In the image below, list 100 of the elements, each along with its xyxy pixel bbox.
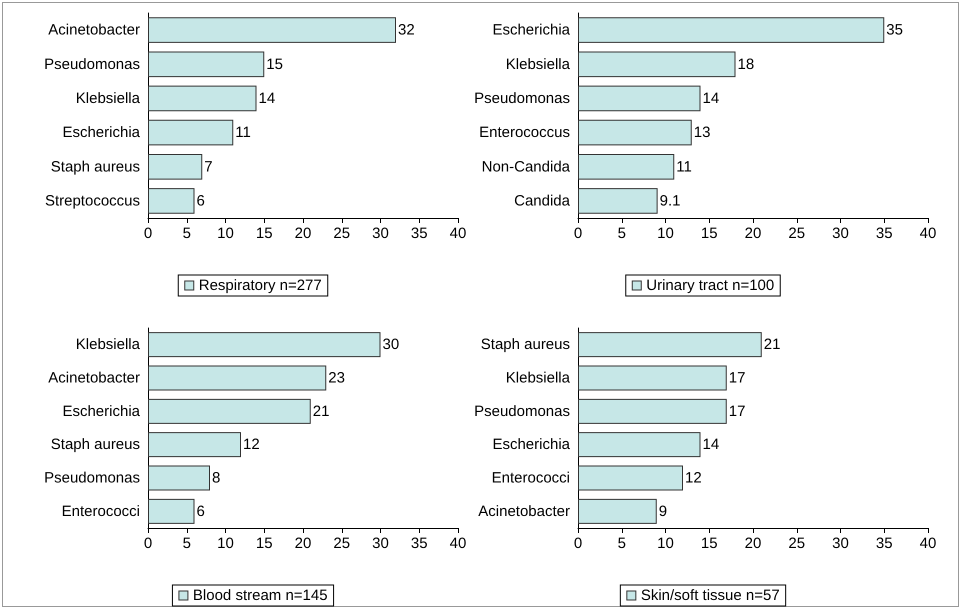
data-label: 21 <box>764 336 780 354</box>
data-label: 7 <box>204 158 213 176</box>
bar <box>578 466 683 490</box>
bar <box>578 332 762 358</box>
x-tick-label: 0 <box>144 535 152 552</box>
bar <box>148 332 380 358</box>
y-tick-label: Escherichia <box>62 402 141 420</box>
x-tick-label: 20 <box>294 225 312 242</box>
bar <box>148 17 396 43</box>
data-label: 30 <box>382 336 400 354</box>
bar <box>578 398 727 424</box>
data-label: 32 <box>398 22 415 39</box>
y-tick-label: Acinetobacter <box>48 22 140 39</box>
data-label: 15 <box>266 56 283 73</box>
y-tick-label: Enterococci <box>492 470 570 486</box>
y-tick-label: Acinetobacter <box>48 370 140 386</box>
data-label: 14 <box>702 90 720 107</box>
x-tick-label: 15 <box>256 535 273 552</box>
data-label: 12 <box>243 436 260 454</box>
x-tick-label: 15 <box>700 225 718 242</box>
y-tick-label: Candida <box>514 192 571 210</box>
bar <box>578 498 657 524</box>
y-tick-label: Enterococci <box>62 502 140 520</box>
x-tick-label: 15 <box>700 535 718 552</box>
x-tick-label: 10 <box>657 535 674 552</box>
bar <box>148 154 202 180</box>
x-tick-label: 10 <box>217 535 234 552</box>
x-tick-label: 5 <box>182 535 191 552</box>
y-tick-label: Klebsiella <box>506 56 571 73</box>
bar <box>148 432 241 458</box>
x-tick-label: 25 <box>333 225 350 242</box>
y-tick-label: Klebsiella <box>76 90 141 107</box>
x-tick-label: 10 <box>657 225 674 242</box>
data-label: 11 <box>235 124 251 142</box>
x-tick-label: 30 <box>372 535 389 552</box>
y-tick-label: Staph aureus <box>50 436 140 454</box>
x-tick-label: 35 <box>410 225 428 242</box>
data-label: 18 <box>738 56 754 73</box>
data-label: 17 <box>728 370 746 386</box>
data-label: 9.1 <box>660 192 680 210</box>
y-tick-label: Pseudomonas <box>474 90 570 107</box>
bar <box>578 366 727 390</box>
y-tick-label: Pseudomonas <box>474 402 570 420</box>
x-tick-label: 30 <box>832 535 849 552</box>
bar <box>148 120 234 146</box>
x-tick-label: 20 <box>744 225 762 242</box>
data-label: 21 <box>312 402 330 420</box>
x-tick-label: 25 <box>788 225 806 242</box>
bar <box>578 432 700 458</box>
bar <box>148 466 210 490</box>
y-tick-label: Staph aureus <box>50 158 140 176</box>
x-tick-label: 40 <box>920 225 936 242</box>
data-label: 13 <box>694 124 710 142</box>
x-tick-label: 5 <box>618 535 626 552</box>
bar <box>148 498 194 524</box>
data-label: 8 <box>212 470 220 486</box>
bar <box>578 120 692 146</box>
data-label: 14 <box>702 436 720 454</box>
x-tick-label: 25 <box>788 535 806 552</box>
x-tick-label: 40 <box>920 535 936 552</box>
legend-label: Respiratory n=277 <box>198 277 322 294</box>
data-label: 11 <box>676 158 692 176</box>
bar <box>148 86 256 112</box>
y-tick-label: Pseudomonas <box>44 470 140 486</box>
data-label: 9 <box>658 502 668 520</box>
x-tick-label: 35 <box>876 225 893 242</box>
bar <box>148 51 264 78</box>
y-tick-label: Escherichia <box>62 124 141 142</box>
x-tick-label: 10 <box>217 225 234 242</box>
bar <box>578 51 736 78</box>
x-tick-label: 0 <box>574 535 582 552</box>
bar <box>578 188 658 214</box>
x-tick-label: 15 <box>256 225 273 242</box>
x-tick-label: 35 <box>876 535 893 552</box>
x-tick-label: 25 <box>333 535 350 552</box>
legend-label: Urinary tract n=100 <box>646 277 774 294</box>
bar <box>578 154 674 180</box>
data-label: 23 <box>328 370 345 386</box>
y-tick-label: Streptococcus <box>44 192 140 210</box>
bar <box>148 366 326 390</box>
x-tick-label: 20 <box>294 535 312 552</box>
legend-label: Blood stream n=145 <box>192 587 328 604</box>
legend-label: Skin/soft tissue n=57 <box>640 587 780 604</box>
bar <box>148 188 194 214</box>
x-tick-label: 40 <box>450 535 466 552</box>
x-tick-label: 40 <box>450 225 466 242</box>
x-tick-label: 20 <box>744 535 762 552</box>
y-tick-label: Klebsiella <box>506 370 571 386</box>
y-tick-label: Staph aureus <box>480 336 570 354</box>
bar <box>578 86 700 112</box>
x-tick-label: 5 <box>618 225 626 242</box>
data-label: 17 <box>728 402 746 420</box>
y-tick-label: Enterococcus <box>479 124 570 142</box>
data-label: 12 <box>685 470 702 486</box>
y-tick-label: Acinetobacter <box>478 502 570 520</box>
data-label: 6 <box>196 192 205 210</box>
x-tick-label: 0 <box>144 225 152 242</box>
x-tick-label: 5 <box>182 225 191 242</box>
y-tick-label: Pseudomonas <box>44 56 140 73</box>
bar <box>148 398 311 424</box>
